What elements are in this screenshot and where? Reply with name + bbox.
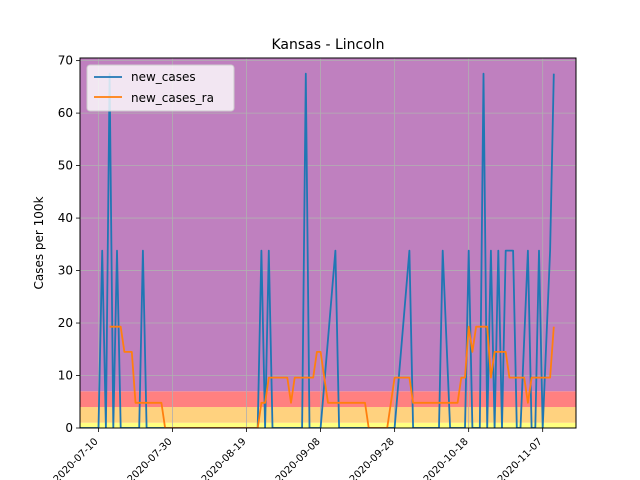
x-tick-label: 2020-11-07 — [496, 436, 545, 480]
series-line-new-cases — [80, 72, 555, 428]
y-tick-label: 0 — [65, 421, 73, 435]
y-tick-label: 40 — [58, 211, 73, 225]
y-tick-label: 70 — [58, 54, 73, 68]
legend: new_cases new_cases_ra — [86, 64, 235, 112]
x-tick-label: 2020-07-10 — [52, 436, 101, 480]
legend-label-new-cases-ra: new_cases_ra — [131, 91, 214, 105]
x-tick-label: 2020-09-08 — [274, 436, 323, 480]
x-axis: 2020-07-10 2020-07-30 2020-08-19 2020-09-08… — [52, 428, 545, 480]
legend-label-new-cases: new_cases — [131, 70, 196, 84]
y-tick-label: 30 — [58, 264, 73, 278]
x-tick-label: 2020-07-30 — [126, 436, 175, 480]
chart-title: Kansas - Lincoln — [271, 37, 384, 53]
y-axis-label: Cases per 100k — [32, 196, 46, 289]
legend-box — [86, 64, 235, 112]
x-tick-label: 2020-10-18 — [422, 436, 471, 480]
x-tick-label: 2020-09-28 — [348, 436, 397, 480]
series-lines — [80, 72, 555, 428]
grid — [80, 58, 576, 429]
y-axis: 0 10 20 30 40 50 60 70 — [58, 54, 80, 435]
y-tick-label: 20 — [58, 316, 73, 330]
y-tick-label: 50 — [58, 159, 73, 173]
y-tick-label: 10 — [58, 369, 73, 383]
plot-frame — [79, 57, 577, 429]
band-1 — [80, 407, 576, 423]
y-tick-label: 60 — [58, 106, 73, 120]
x-tick-label: 2020-08-19 — [200, 436, 249, 480]
band-0 — [80, 422, 576, 428]
series-line-new-cases-ra — [109, 325, 555, 428]
